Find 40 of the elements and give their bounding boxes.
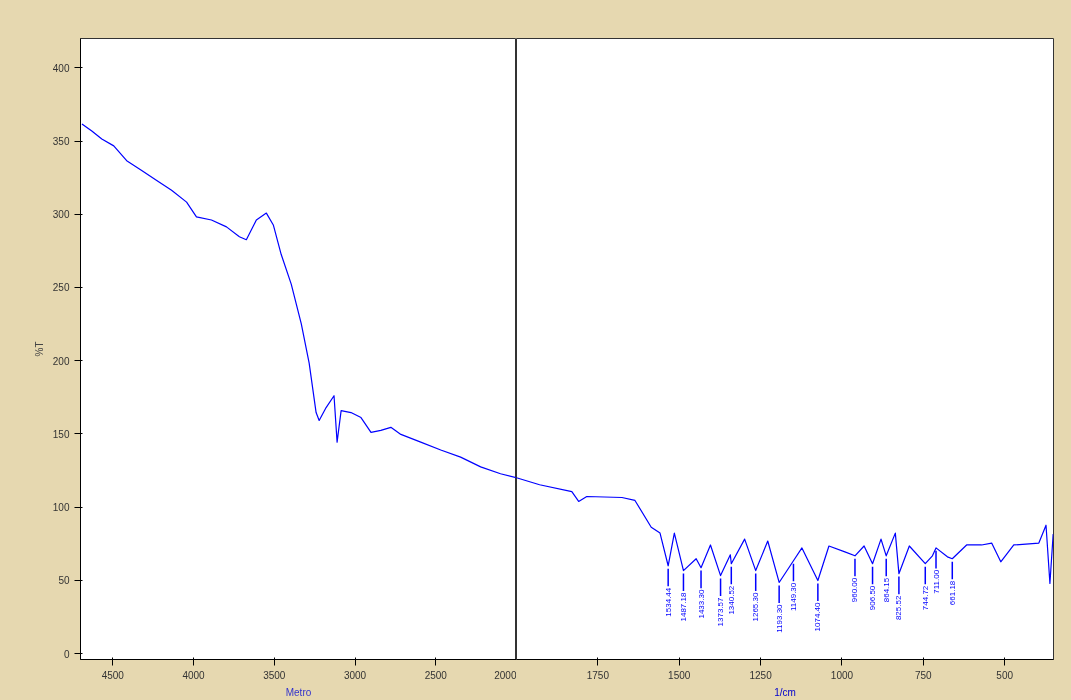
y-tick-label: 400 [52,62,70,74]
annotation: 1265.30 [751,592,761,622]
annotation: 1433.30 [696,589,706,619]
x-tick-label: 3500 [263,669,286,681]
annotation: 1149.30 [788,582,798,612]
x-tick-label: 1000 [830,669,854,681]
annotation: 1074.40 [813,601,823,632]
y-tick-label: 100 [52,502,70,514]
annotation: 711.00 [931,569,941,594]
annotation: 744.72 [920,585,930,611]
annotation: 1340.52 [726,585,736,615]
annotation: 960.00 [850,577,860,603]
x-tick-label: 2000 [494,669,517,681]
annotation: 1193.30 [774,603,784,633]
y-tick-label: 350 [52,136,70,148]
x-axis-title: 1/cm [774,686,796,698]
text: Metro [285,686,312,698]
y-tick-label: 150 [52,428,70,440]
y-axis-title: %T [33,341,45,357]
annotation: 1487.18 [678,592,688,622]
y-tick-label: 0 [63,648,70,660]
annotation: 906.50 [868,585,878,611]
annotation: 1373.57 [716,597,726,627]
annotation: 1534.44 [663,587,673,617]
y-tick-label: 300 [52,209,70,221]
x-tick-label: 4500 [101,669,125,681]
x-tick-label: 1500 [668,669,691,681]
x-tick-label: 4000 [182,669,206,681]
y-tick-label: 250 [52,282,70,294]
x-tick-label: 3000 [343,669,367,681]
annotation: 825.52 [894,595,904,621]
y-tick-label: 50 [58,575,70,587]
x-tick-label: 1250 [749,669,773,681]
y-tick-label: 200 [52,355,70,367]
x-tick-label: 2500 [424,669,448,681]
x-tick-label: 750 [914,669,933,681]
annotation: 864.15 [881,577,891,603]
x-tick-label: 1750 [586,669,610,681]
annotation: 661.18 [947,580,957,606]
x-tick-label: 500 [996,669,1014,681]
